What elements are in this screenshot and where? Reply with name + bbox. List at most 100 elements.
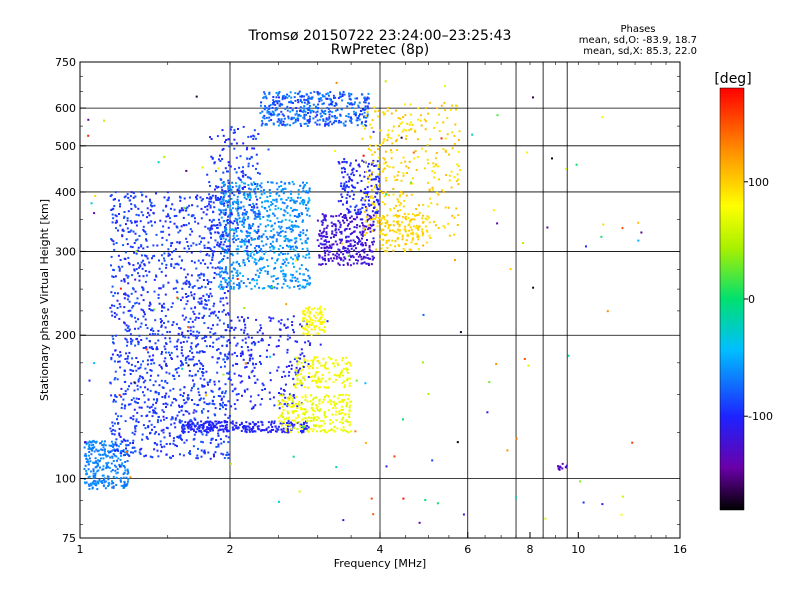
data-point xyxy=(121,403,124,406)
data-point xyxy=(126,276,129,279)
data-point xyxy=(198,274,201,276)
data-point xyxy=(193,433,196,436)
data-point xyxy=(300,428,303,430)
data-point xyxy=(257,230,260,233)
data-point xyxy=(432,162,435,165)
data-point xyxy=(335,120,338,123)
data-point xyxy=(131,306,134,309)
data-point xyxy=(406,172,408,174)
data-point xyxy=(299,367,302,370)
data-point xyxy=(273,420,276,423)
data-point xyxy=(308,276,311,279)
data-point xyxy=(241,223,244,226)
data-point xyxy=(238,282,241,285)
data-point xyxy=(345,197,348,200)
data-point xyxy=(127,454,130,456)
data-point xyxy=(416,138,419,141)
data-point xyxy=(167,320,170,323)
data-point xyxy=(367,175,370,178)
data-point xyxy=(119,259,122,261)
data-point xyxy=(235,427,238,429)
data-point xyxy=(349,233,352,236)
data-point xyxy=(313,325,316,328)
data-point xyxy=(266,214,269,217)
data-point xyxy=(202,426,205,428)
data-point xyxy=(200,420,203,423)
data-point xyxy=(228,430,231,432)
data-point xyxy=(336,427,339,430)
data-point xyxy=(256,171,259,174)
data-point xyxy=(338,412,341,415)
data-point xyxy=(292,394,295,397)
data-point xyxy=(447,206,450,209)
data-point xyxy=(258,172,261,175)
data-point xyxy=(264,105,266,108)
data-point xyxy=(402,497,405,500)
data-point xyxy=(361,222,364,224)
data-point xyxy=(167,196,170,199)
data-point xyxy=(141,267,144,270)
data-point xyxy=(172,397,175,400)
data-point xyxy=(126,326,129,329)
data-point xyxy=(296,374,299,377)
data-point xyxy=(302,375,305,378)
data-point xyxy=(321,221,324,224)
data-point xyxy=(317,107,320,110)
data-point xyxy=(87,441,90,444)
data-point xyxy=(124,439,127,442)
data-point xyxy=(345,356,348,359)
data-point xyxy=(205,213,208,216)
data-point xyxy=(334,378,337,381)
data-point xyxy=(197,370,200,373)
data-point xyxy=(227,240,230,242)
data-point xyxy=(133,400,136,403)
data-point xyxy=(211,399,214,402)
data-point xyxy=(409,220,412,223)
data-point xyxy=(348,180,350,183)
data-point xyxy=(225,404,228,407)
data-point xyxy=(285,417,288,420)
data-point xyxy=(209,331,212,334)
data-point xyxy=(219,351,222,354)
data-point xyxy=(372,256,375,259)
data-point xyxy=(305,307,307,310)
data-point xyxy=(190,244,193,247)
data-point xyxy=(148,420,151,423)
data-point xyxy=(331,100,334,103)
data-point xyxy=(161,306,164,309)
data-point xyxy=(140,294,143,297)
data-point xyxy=(136,238,139,241)
data-point xyxy=(304,386,307,389)
data-point xyxy=(398,204,401,207)
data-point xyxy=(123,215,126,218)
data-point xyxy=(245,431,248,434)
data-point xyxy=(382,139,385,142)
data-point xyxy=(348,416,351,418)
data-point xyxy=(313,314,316,317)
data-point xyxy=(112,276,115,278)
data-point xyxy=(270,420,273,423)
data-point xyxy=(220,209,223,212)
data-point xyxy=(262,244,265,247)
data-point xyxy=(274,208,277,211)
data-point xyxy=(270,236,273,239)
data-point xyxy=(242,218,244,221)
data-point xyxy=(243,196,246,199)
data-point xyxy=(364,220,367,223)
data-point xyxy=(245,148,248,151)
data-point xyxy=(206,253,209,255)
data-point xyxy=(301,396,304,399)
data-point xyxy=(345,405,348,408)
data-point xyxy=(192,355,195,358)
data-point xyxy=(330,357,333,360)
data-point xyxy=(275,92,278,94)
data-point xyxy=(200,397,202,400)
data-point xyxy=(294,202,297,204)
data-point xyxy=(187,245,190,248)
data-point xyxy=(188,412,191,415)
data-point xyxy=(211,311,214,314)
data-point xyxy=(284,383,287,386)
data-point xyxy=(156,399,159,402)
data-point xyxy=(349,364,352,367)
data-point xyxy=(188,370,191,372)
